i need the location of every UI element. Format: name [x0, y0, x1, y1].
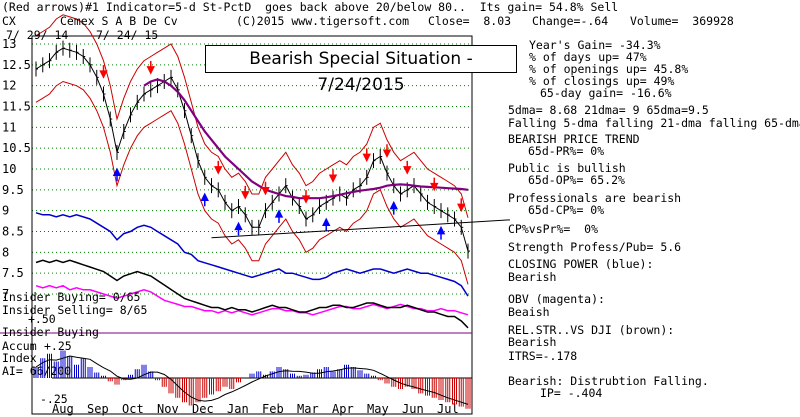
sell-arrow	[362, 148, 371, 163]
accum-plus25: +.25	[44, 339, 72, 353]
sell-arrow	[214, 160, 223, 175]
y-tick-label: 9.5	[2, 183, 24, 197]
sell-arrow	[261, 181, 270, 196]
closing-power-line	[35, 212, 469, 297]
y-tick-label: 7.5	[2, 266, 24, 280]
y-tick-label: 13	[2, 37, 16, 51]
sell-arrow	[382, 144, 392, 158]
price-line	[35, 47, 469, 252]
buy-arrow	[436, 225, 446, 240]
x-tick-label: Apr	[332, 402, 354, 416]
ip-value: IP= -.404	[540, 386, 603, 400]
company-name: Cemex S A B De Cv	[60, 14, 178, 28]
y-tick-label: 7	[2, 287, 9, 301]
x-tick-label: Dec	[192, 402, 214, 416]
y-tick-label: 8.5	[2, 225, 24, 239]
buy-arrow	[389, 200, 398, 215]
public-value: 65d-OP%= 65.2%	[528, 173, 625, 187]
y-tick-label: 12.5	[2, 58, 31, 72]
y-tick-label: 12	[2, 79, 16, 93]
accum-label: Accum	[2, 339, 37, 353]
x-tick-label: Feb	[262, 402, 284, 416]
dma-values: 5dma= 8.68 21dma= 9 65dma=9.5	[508, 103, 709, 117]
insider-buying-count: Insider Buying= 0/65	[2, 290, 141, 304]
accum-minus25: -.25	[40, 392, 68, 406]
copyright-text: (C)2015 www.tigersoft.com	[236, 14, 410, 28]
plot-frame	[31, 35, 473, 415]
sell-arrow	[403, 160, 412, 175]
x-tick-label: Jan	[227, 402, 249, 416]
sell-arrow	[430, 177, 439, 192]
x-tick-label: Sep	[87, 402, 109, 416]
distribution-title: Bearish: Distrubtion Falling.	[508, 374, 709, 388]
closing-power-title: CLOSING POWER (blue):	[508, 257, 654, 271]
years-gain: Year's Gain= -34.3%	[529, 38, 661, 52]
cp-vs-pr: CP%vsPr%= 0%	[508, 222, 599, 236]
closings-up: % of closings up= 49%	[529, 74, 675, 88]
x-tick-label: May	[367, 402, 389, 416]
y-tick-label: 10.5	[2, 141, 31, 155]
x-tick-label: Nov	[157, 402, 179, 416]
day65-gain: 65-day gain= -16.6%	[540, 86, 672, 100]
accum-index-label: Index	[2, 351, 37, 365]
x-tick-label: Jun	[402, 402, 424, 416]
buy-arrow	[322, 217, 331, 232]
x-tick-label: Jul	[437, 402, 459, 416]
sell-arrow	[301, 190, 311, 204]
price-trend-value: 65d-PR%= 0%	[528, 144, 605, 158]
buy-arrow	[112, 167, 122, 182]
x-tick-label: Oct	[122, 402, 144, 416]
indicator-header: (Red arrows)#1 Indicator=5-d St-PctD goe…	[2, 0, 619, 14]
sell-arrow	[241, 185, 250, 200]
support-trendline	[211, 219, 511, 239]
public-title: Public is bullish	[508, 161, 626, 175]
closing-power-value: Bearish	[508, 270, 557, 284]
insider-buying-line-label: Insider Buying	[2, 325, 99, 339]
buy-arrow	[274, 209, 284, 223]
lower-band	[35, 80, 469, 285]
obv-title: OBV (magenta):	[508, 292, 605, 306]
x-tick-label: Mar	[297, 402, 319, 416]
y-tick-label: 10	[2, 162, 16, 176]
y-tick-label: 11	[2, 120, 16, 134]
sell-arrow	[328, 169, 338, 183]
pros-title: Professionals are bearish	[508, 191, 682, 205]
buy-arrow	[234, 221, 243, 236]
dma-trend: Falling 5-dma falling 21-dma falling 65-…	[508, 116, 800, 130]
price-trend-title: BEARISH PRICE TREND	[508, 132, 640, 146]
upper-band	[35, 14, 469, 218]
obv-value: Beaish	[508, 305, 550, 319]
ai-value: AI= 66/200	[2, 364, 72, 378]
accum-ma-line	[35, 355, 469, 405]
date-range: 7/ 29/ 14 - 7/ 24/ 15	[6, 28, 159, 42]
insider-selling-count: Insider Selling= 8/65	[2, 303, 148, 317]
change-value: Change=-.64	[532, 14, 609, 28]
accum-plus50: +.50	[28, 312, 56, 326]
buy-arrow	[200, 192, 209, 207]
days-up: % of days up= 47%	[529, 50, 647, 64]
ticker-symbol: CX	[2, 14, 16, 28]
rel-strength-line	[35, 259, 469, 329]
relstr-value: Bearish	[508, 335, 557, 349]
x-tick-label: Aug	[52, 402, 74, 416]
y-tick-label: 9	[2, 204, 9, 218]
sell-arrow	[99, 65, 108, 79]
volume-value: Volume= 369928	[630, 14, 734, 28]
pros-value: 65d-CP%= 0%	[528, 203, 605, 217]
openings-up: % of openings up= 45.8%	[529, 62, 689, 76]
relstr-title: REL.STR..VS DJI (brown):	[508, 323, 675, 337]
close-price: Close= 8.03	[428, 14, 512, 28]
itrs-value: ITRS=-.178	[508, 349, 578, 363]
sell-arrow	[146, 60, 155, 75]
special-situation-title: Bearish Special Situation - 7/24/2015	[205, 45, 517, 95]
sell-arrow	[457, 198, 466, 213]
obv-line	[35, 284, 469, 316]
y-tick-label: 8	[2, 245, 9, 259]
strength-ratio: Strength Profess/Pub= 5.6	[508, 240, 682, 254]
y-tick-label: 11.5	[2, 100, 31, 114]
